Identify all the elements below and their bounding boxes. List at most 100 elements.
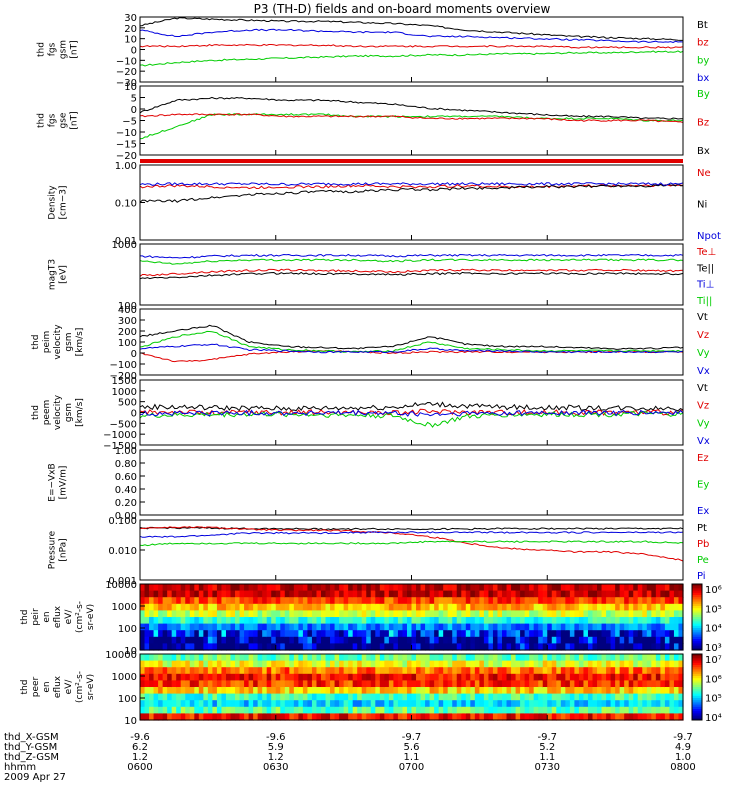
heatmap-cell (158, 654, 164, 662)
heatmap-cell (574, 667, 580, 675)
heatmap-cell (162, 693, 168, 701)
heatmap-cell (669, 660, 675, 668)
heatmap-cell (393, 643, 399, 651)
heatmap-cell (574, 623, 580, 631)
heatmap-cell (438, 667, 444, 675)
heatmap-cell (235, 636, 241, 644)
heatmap-cell (660, 623, 666, 631)
heatmap-cell (406, 654, 413, 662)
heatmap-cell (280, 673, 286, 681)
heatmap-cell (506, 597, 512, 605)
heatmap-cell (452, 713, 458, 721)
heatmap-cell (330, 700, 336, 708)
colorbar-tick-label: 10⁶ (705, 674, 722, 685)
heatmap-cell (624, 654, 630, 662)
heatmap-cell (158, 617, 164, 625)
heatmap-cell (569, 673, 576, 681)
heatmap-cell (171, 680, 177, 688)
heatmap-cell (542, 660, 548, 668)
heatmap-cell (633, 630, 639, 638)
heatmap-cell (538, 667, 544, 675)
heatmap-cell (275, 584, 281, 592)
heatmap-cell (330, 617, 336, 625)
heatmap-cell (443, 630, 449, 638)
heatmap-cell (456, 687, 462, 695)
heatmap-cell (406, 667, 413, 675)
heatmap-cell (578, 660, 585, 668)
heatmap-cell (583, 687, 589, 695)
x-row-value: 1.0 (675, 752, 691, 763)
heatmap-cell (574, 660, 580, 668)
heatmap-cell (280, 713, 286, 721)
heatmap-cell (153, 630, 159, 638)
heatmap-cell (434, 630, 440, 638)
heatmap-cell (619, 654, 625, 662)
heatmap-cell (361, 643, 367, 651)
heatmap-cell (673, 706, 680, 714)
heatmap-cell (230, 654, 236, 662)
heatmap-cell (461, 667, 467, 675)
heatmap-cell (624, 643, 630, 651)
heatmap-cell (230, 623, 236, 631)
heatmap-cell (302, 630, 309, 638)
heatmap-cell (379, 700, 385, 708)
heatmap-cell (307, 713, 313, 721)
heatmap-cell (574, 590, 580, 598)
series-line-by (139, 50, 684, 67)
heatmap-cell (271, 687, 277, 695)
heatmap-cell (339, 630, 345, 638)
heatmap-cell (348, 597, 354, 605)
heatmap-cell (628, 636, 634, 644)
heatmap-cell (280, 654, 286, 662)
heatmap-cell (628, 610, 634, 618)
heatmap-cell (615, 706, 621, 714)
heatmap-cell (406, 643, 413, 651)
y-tick-label: −15 (116, 140, 137, 151)
heatmap-cell (171, 700, 177, 708)
heatmap-cell (316, 590, 322, 598)
legend-Bz: Bz (697, 118, 709, 129)
heatmap-cell (583, 584, 589, 592)
heatmap-cell (352, 643, 358, 651)
colorbar-swatch (692, 673, 702, 677)
heatmap-cell (556, 673, 562, 681)
heatmap-cell (225, 597, 232, 605)
heatmap-cell (216, 700, 223, 708)
heatmap-cell (388, 700, 395, 708)
heatmap-cell (325, 610, 331, 618)
heatmap-cell (515, 630, 521, 638)
heatmap-cell (144, 623, 150, 631)
heatmap-cell (262, 673, 268, 681)
heatmap-cell (578, 667, 585, 675)
heatmap-cell (307, 654, 313, 662)
heatmap-cell (180, 660, 186, 668)
heatmap-cell (406, 630, 413, 638)
heatmap-cell (402, 590, 408, 598)
heatmap-cell (149, 700, 155, 708)
heatmap-cell (334, 706, 340, 714)
heatmap-cell (574, 700, 580, 708)
heatmap-cell (560, 590, 566, 598)
heatmap-cell (628, 660, 634, 668)
x-row-label: thd_Y-GSM (4, 742, 57, 753)
heatmap-cell (642, 643, 648, 651)
heatmap-cell (379, 706, 385, 714)
heatmap-cell (248, 673, 254, 681)
heatmap-cells (140, 584, 684, 651)
panel-frame (139, 308, 684, 376)
heatmap-cell (551, 693, 557, 701)
heatmap-cell (235, 617, 241, 625)
heatmap-cell (370, 667, 376, 675)
y-axis-label-line: [nT] (70, 40, 80, 58)
heatmap-cell (194, 654, 200, 662)
heatmap-cell (452, 610, 458, 618)
y-axis-label-line: thd (37, 113, 47, 128)
heatmap-cell (207, 700, 214, 708)
y-axis-label-line: magT3 (48, 259, 58, 290)
heatmap-cell (443, 584, 449, 592)
heatmap-cell (556, 654, 562, 662)
heatmap-cell (158, 590, 164, 598)
y-tick-label: 10 (124, 646, 137, 657)
heatmap-cell (280, 700, 286, 708)
